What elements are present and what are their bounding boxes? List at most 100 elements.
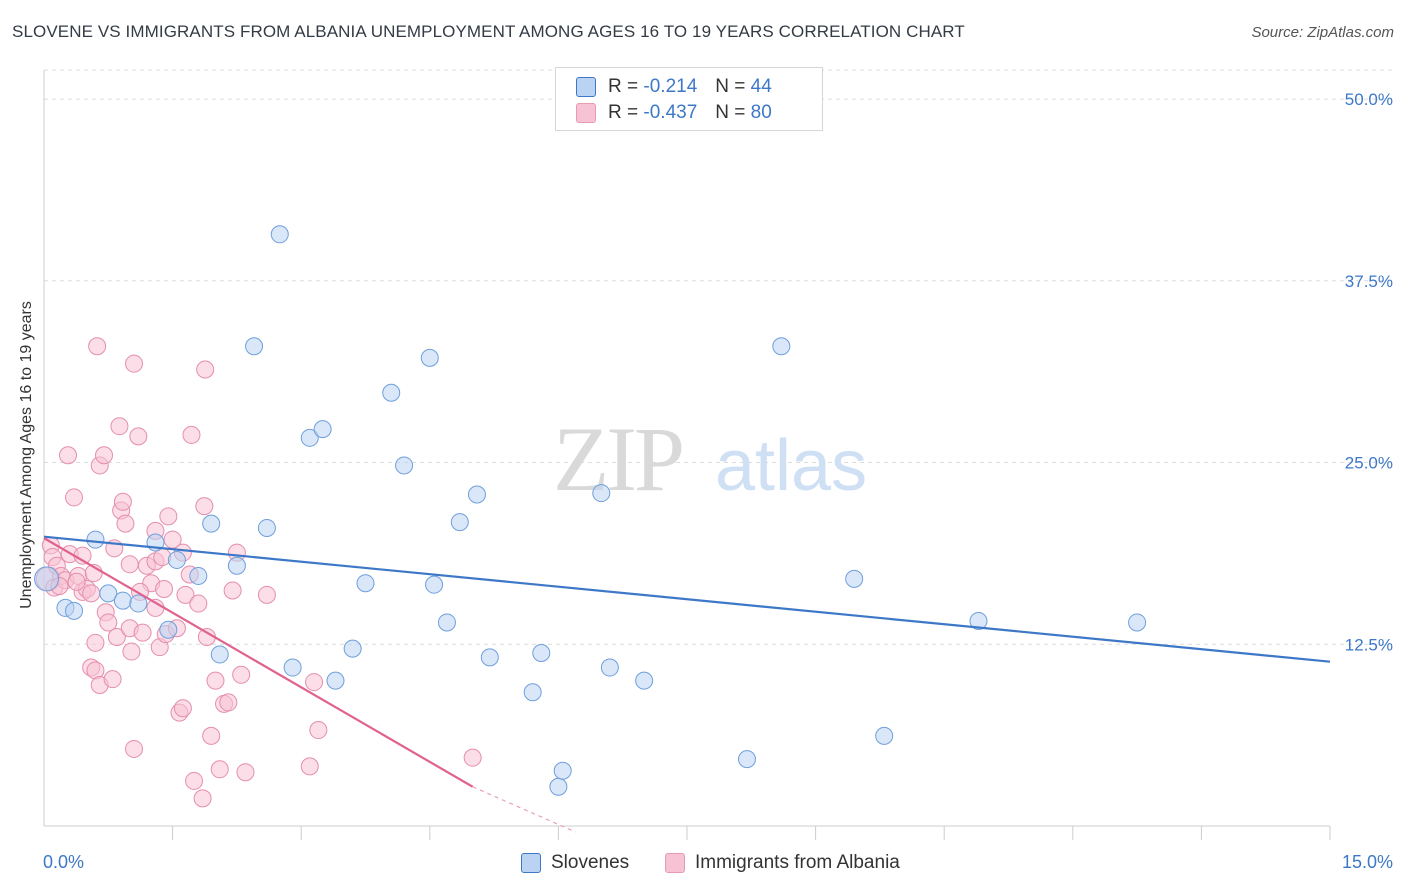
gridlines — [44, 69, 1392, 645]
slovene-point — [875, 726, 894, 745]
x-tick-max: 15.0% — [1341, 852, 1393, 872]
albania-point — [219, 693, 238, 712]
r-label: R = — [608, 102, 639, 123]
albania-point — [309, 721, 328, 740]
chart-title: SLOVENE VS IMMIGRANTS FROM ALBANIA UNEMP… — [12, 22, 965, 41]
slovene-point — [86, 530, 105, 549]
albania-point — [206, 671, 225, 690]
albania-point — [189, 594, 208, 613]
albania-point — [95, 446, 114, 465]
albania-trend-line — [43, 537, 474, 788]
albania-point — [116, 514, 135, 533]
albania-point — [113, 492, 132, 511]
n-value-albania: 80 — [750, 102, 772, 123]
albania-point — [67, 572, 86, 591]
albania-point — [185, 771, 204, 790]
slovene-point — [326, 671, 345, 690]
x-tick-min: 0.0% — [43, 852, 85, 872]
tick-labels: 12.5% 25.0% 37.5% 50.0% — [1345, 90, 1393, 654]
albania-point — [182, 425, 201, 444]
slovene-point — [210, 645, 229, 664]
slovene-point — [227, 556, 246, 575]
legend-row-slovenes: R = -0.214 N = 44 — [576, 75, 772, 99]
albania-point — [133, 623, 152, 642]
slovene-point — [159, 620, 178, 639]
legend-label-albania: Immigrants from Albania — [695, 852, 900, 873]
slovene-point — [437, 613, 456, 632]
y-tick-label: 12.5% — [1345, 635, 1393, 654]
albania-point — [193, 789, 212, 808]
slovene-point — [425, 575, 444, 594]
slovene-point — [113, 591, 132, 610]
trend-lines — [43, 535, 1331, 833]
slovene-point — [532, 643, 551, 662]
slovene-point — [523, 683, 542, 702]
slovene-point — [313, 420, 332, 439]
slovene-point — [600, 658, 619, 677]
albania-point — [300, 757, 319, 776]
albania-point — [82, 584, 101, 603]
legend-row-albania: R = -0.437 N = 80 — [576, 101, 772, 125]
legend-item-albania[interactable]: Immigrants from Albania — [665, 852, 900, 874]
slovene-point — [167, 550, 186, 569]
albania-point — [59, 446, 78, 465]
albania-point — [155, 580, 174, 599]
albania-point — [125, 739, 144, 758]
albania-point — [88, 337, 107, 356]
albania-point — [202, 726, 221, 745]
r-value-slovenes: -0.214 — [643, 76, 698, 97]
slovene-point — [283, 658, 302, 677]
legend-label-slovenes: Slovenes — [551, 852, 630, 873]
legend-item-slovenes[interactable]: Slovenes — [521, 852, 629, 874]
albania-point — [103, 670, 122, 689]
slovene-point — [189, 566, 208, 585]
slovene-point — [467, 485, 486, 504]
slovene-point — [549, 777, 568, 796]
albania-point — [236, 763, 255, 782]
axes — [43, 70, 1331, 840]
albania-point — [129, 427, 148, 446]
y-tick-label: 37.5% — [1345, 272, 1393, 291]
slovene-point — [635, 671, 654, 690]
series-legend: Slovenes Immigrants from Albania — [0, 852, 1406, 876]
albania-point — [122, 642, 141, 661]
slovene-point — [99, 584, 118, 603]
slovene-point — [65, 601, 84, 620]
slovene-point — [420, 348, 439, 367]
slovene-point — [270, 225, 289, 244]
r-value-albania: -0.437 — [643, 102, 698, 123]
slovene-point — [738, 750, 757, 769]
n-label: N = — [715, 76, 746, 97]
albania-point — [223, 581, 242, 600]
r-label: R = — [608, 76, 639, 97]
albania-point — [463, 748, 482, 767]
pink-swatch — [576, 103, 596, 123]
albania-point — [257, 585, 276, 604]
y-tick-label: 50.0% — [1345, 90, 1393, 109]
albania-point — [107, 628, 126, 646]
albania-point — [210, 760, 229, 779]
slovene-point — [343, 639, 362, 658]
source-credit: Source: ZipAtlas.com — [1251, 24, 1394, 41]
slovenes-trend-line — [43, 535, 1331, 663]
watermark: ZIP atlas — [553, 408, 867, 510]
n-value-slovenes: 44 — [750, 76, 772, 97]
albania-trend-extension — [472, 786, 576, 833]
blue-swatch — [521, 853, 541, 873]
slovene-point — [480, 648, 499, 667]
blue-swatch — [576, 77, 596, 97]
watermark-zip: ZIP — [553, 408, 682, 510]
y-tick-label: 25.0% — [1345, 454, 1393, 473]
albania-point — [120, 555, 139, 574]
slovenes-points — [34, 225, 1147, 796]
albania-point — [159, 507, 178, 526]
watermark-atlas: atlas — [715, 426, 867, 506]
correlation-legend: R = -0.214 N = 44 R = -0.437 N = 80 — [555, 67, 823, 131]
slovene-point — [356, 574, 375, 593]
slovene-point — [300, 428, 319, 447]
slovene-point — [772, 337, 791, 356]
slovene-point — [34, 566, 60, 592]
n-label: N = — [715, 102, 746, 123]
albania-point — [86, 633, 105, 652]
